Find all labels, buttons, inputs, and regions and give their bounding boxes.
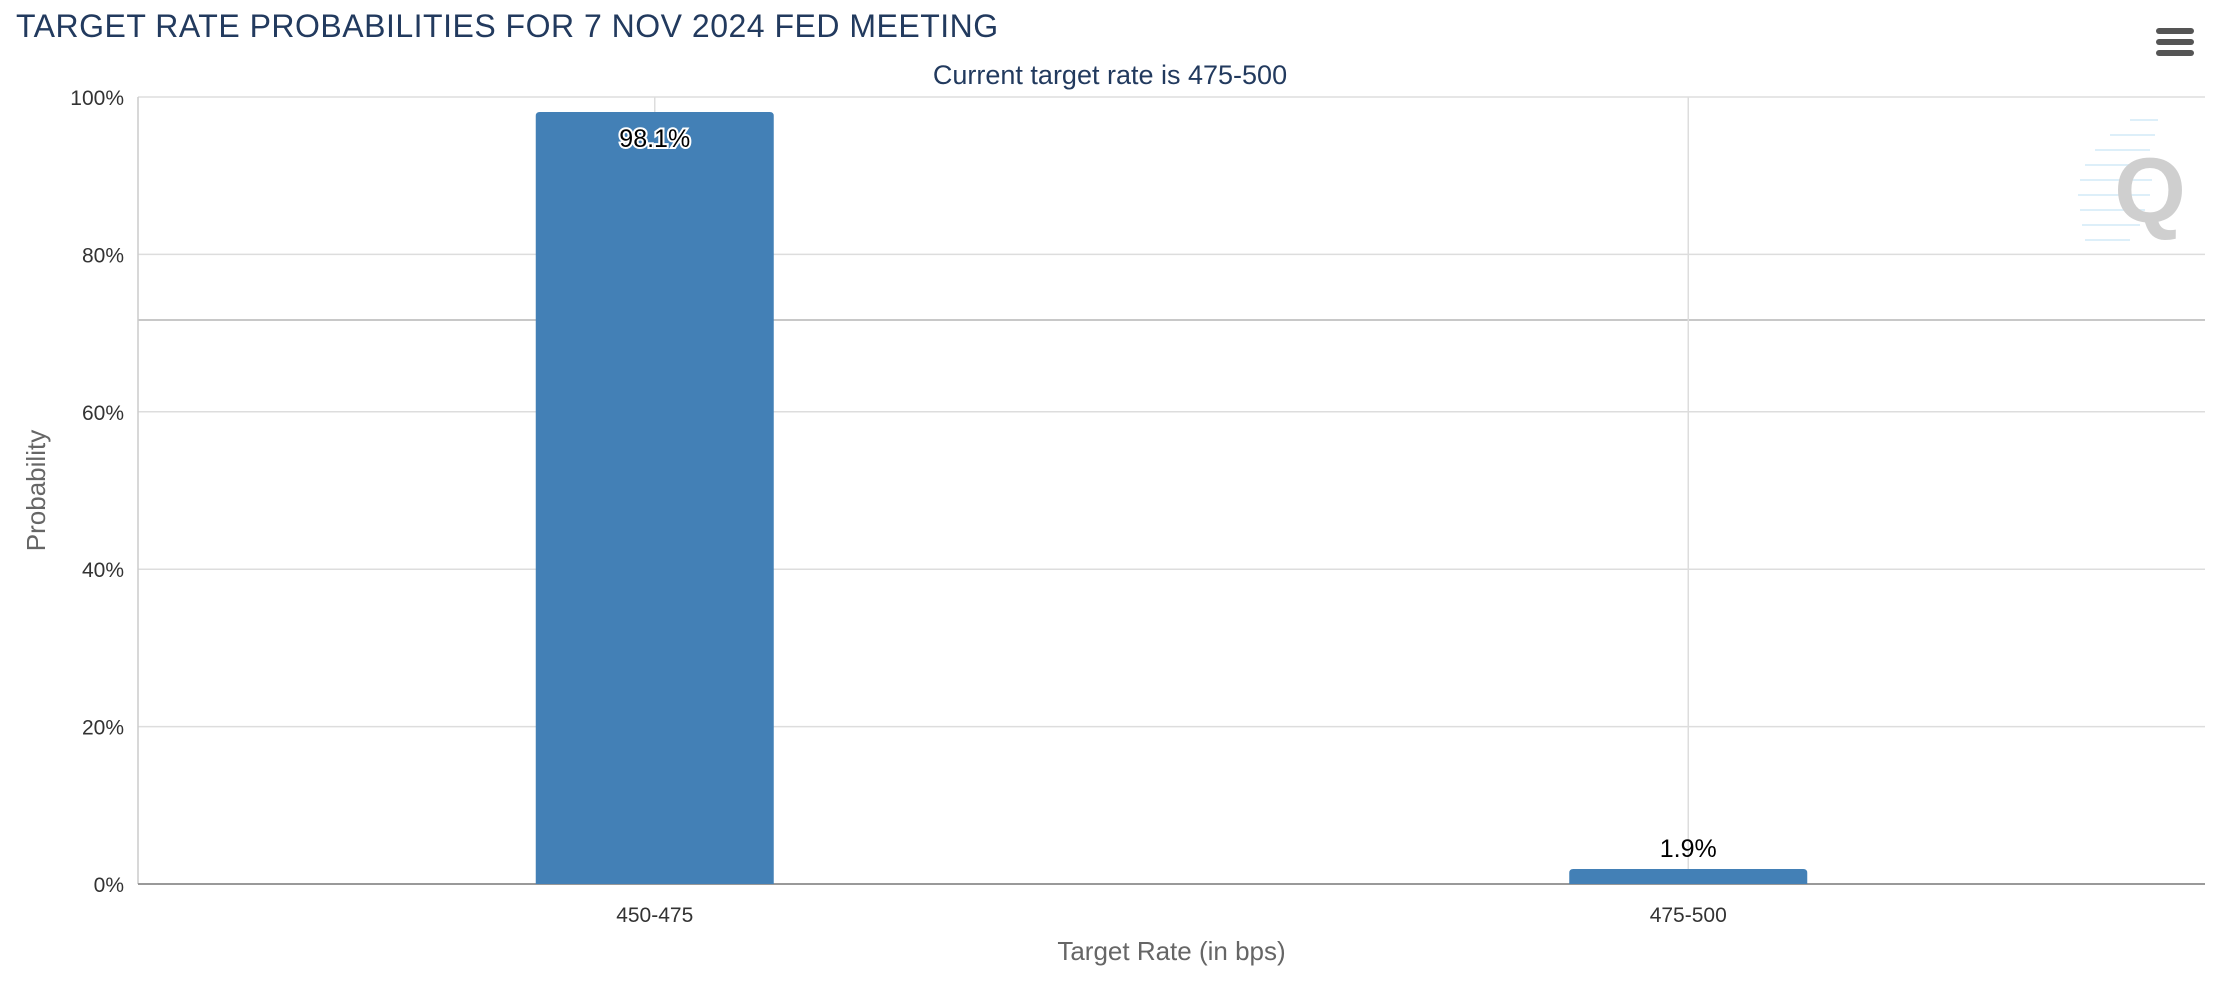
x-axis-ticks: 450-475 475-500 [616, 904, 1727, 927]
x-tick-label: 450-475 [616, 904, 693, 927]
bars [535, 111, 1808, 884]
q-logo-watermark: Q [2078, 119, 2186, 242]
y-tick-label: 80% [82, 244, 124, 267]
chart-title: TARGET RATE PROBABILITIES FOR 7 NOV 2024… [16, 8, 999, 44]
svg-text:Q: Q [2114, 140, 2186, 242]
bar-450-475[interactable] [535, 111, 774, 884]
chart-subtitle: Current target rate is 475-500 [932, 60, 1288, 90]
bar-475-500[interactable] [1569, 869, 1808, 884]
x-axis-title: Target Rate (in bps) [1057, 936, 1285, 966]
y-axis-title: Probability [21, 430, 51, 551]
y-axis-ticks: 0% 20% 40% 60% 80% 100% [70, 87, 124, 897]
y-tick-label: 20% [82, 717, 124, 740]
x-tick-label: 475-500 [1650, 904, 1727, 927]
hamburger-menu-icon[interactable] [2156, 28, 2194, 64]
data-label-450-475: 98.1% [619, 125, 690, 153]
y-tick-label: 100% [70, 87, 124, 110]
y-tick-label: 40% [82, 559, 124, 582]
y-tick-label: 60% [82, 402, 124, 425]
grid-lines [137, 96, 2205, 885]
data-label-475-500: 1.9% [1660, 835, 1717, 863]
data-labels: 98.1% 1.9% [617, 123, 1717, 863]
y-tick-label: 0% [94, 874, 124, 897]
